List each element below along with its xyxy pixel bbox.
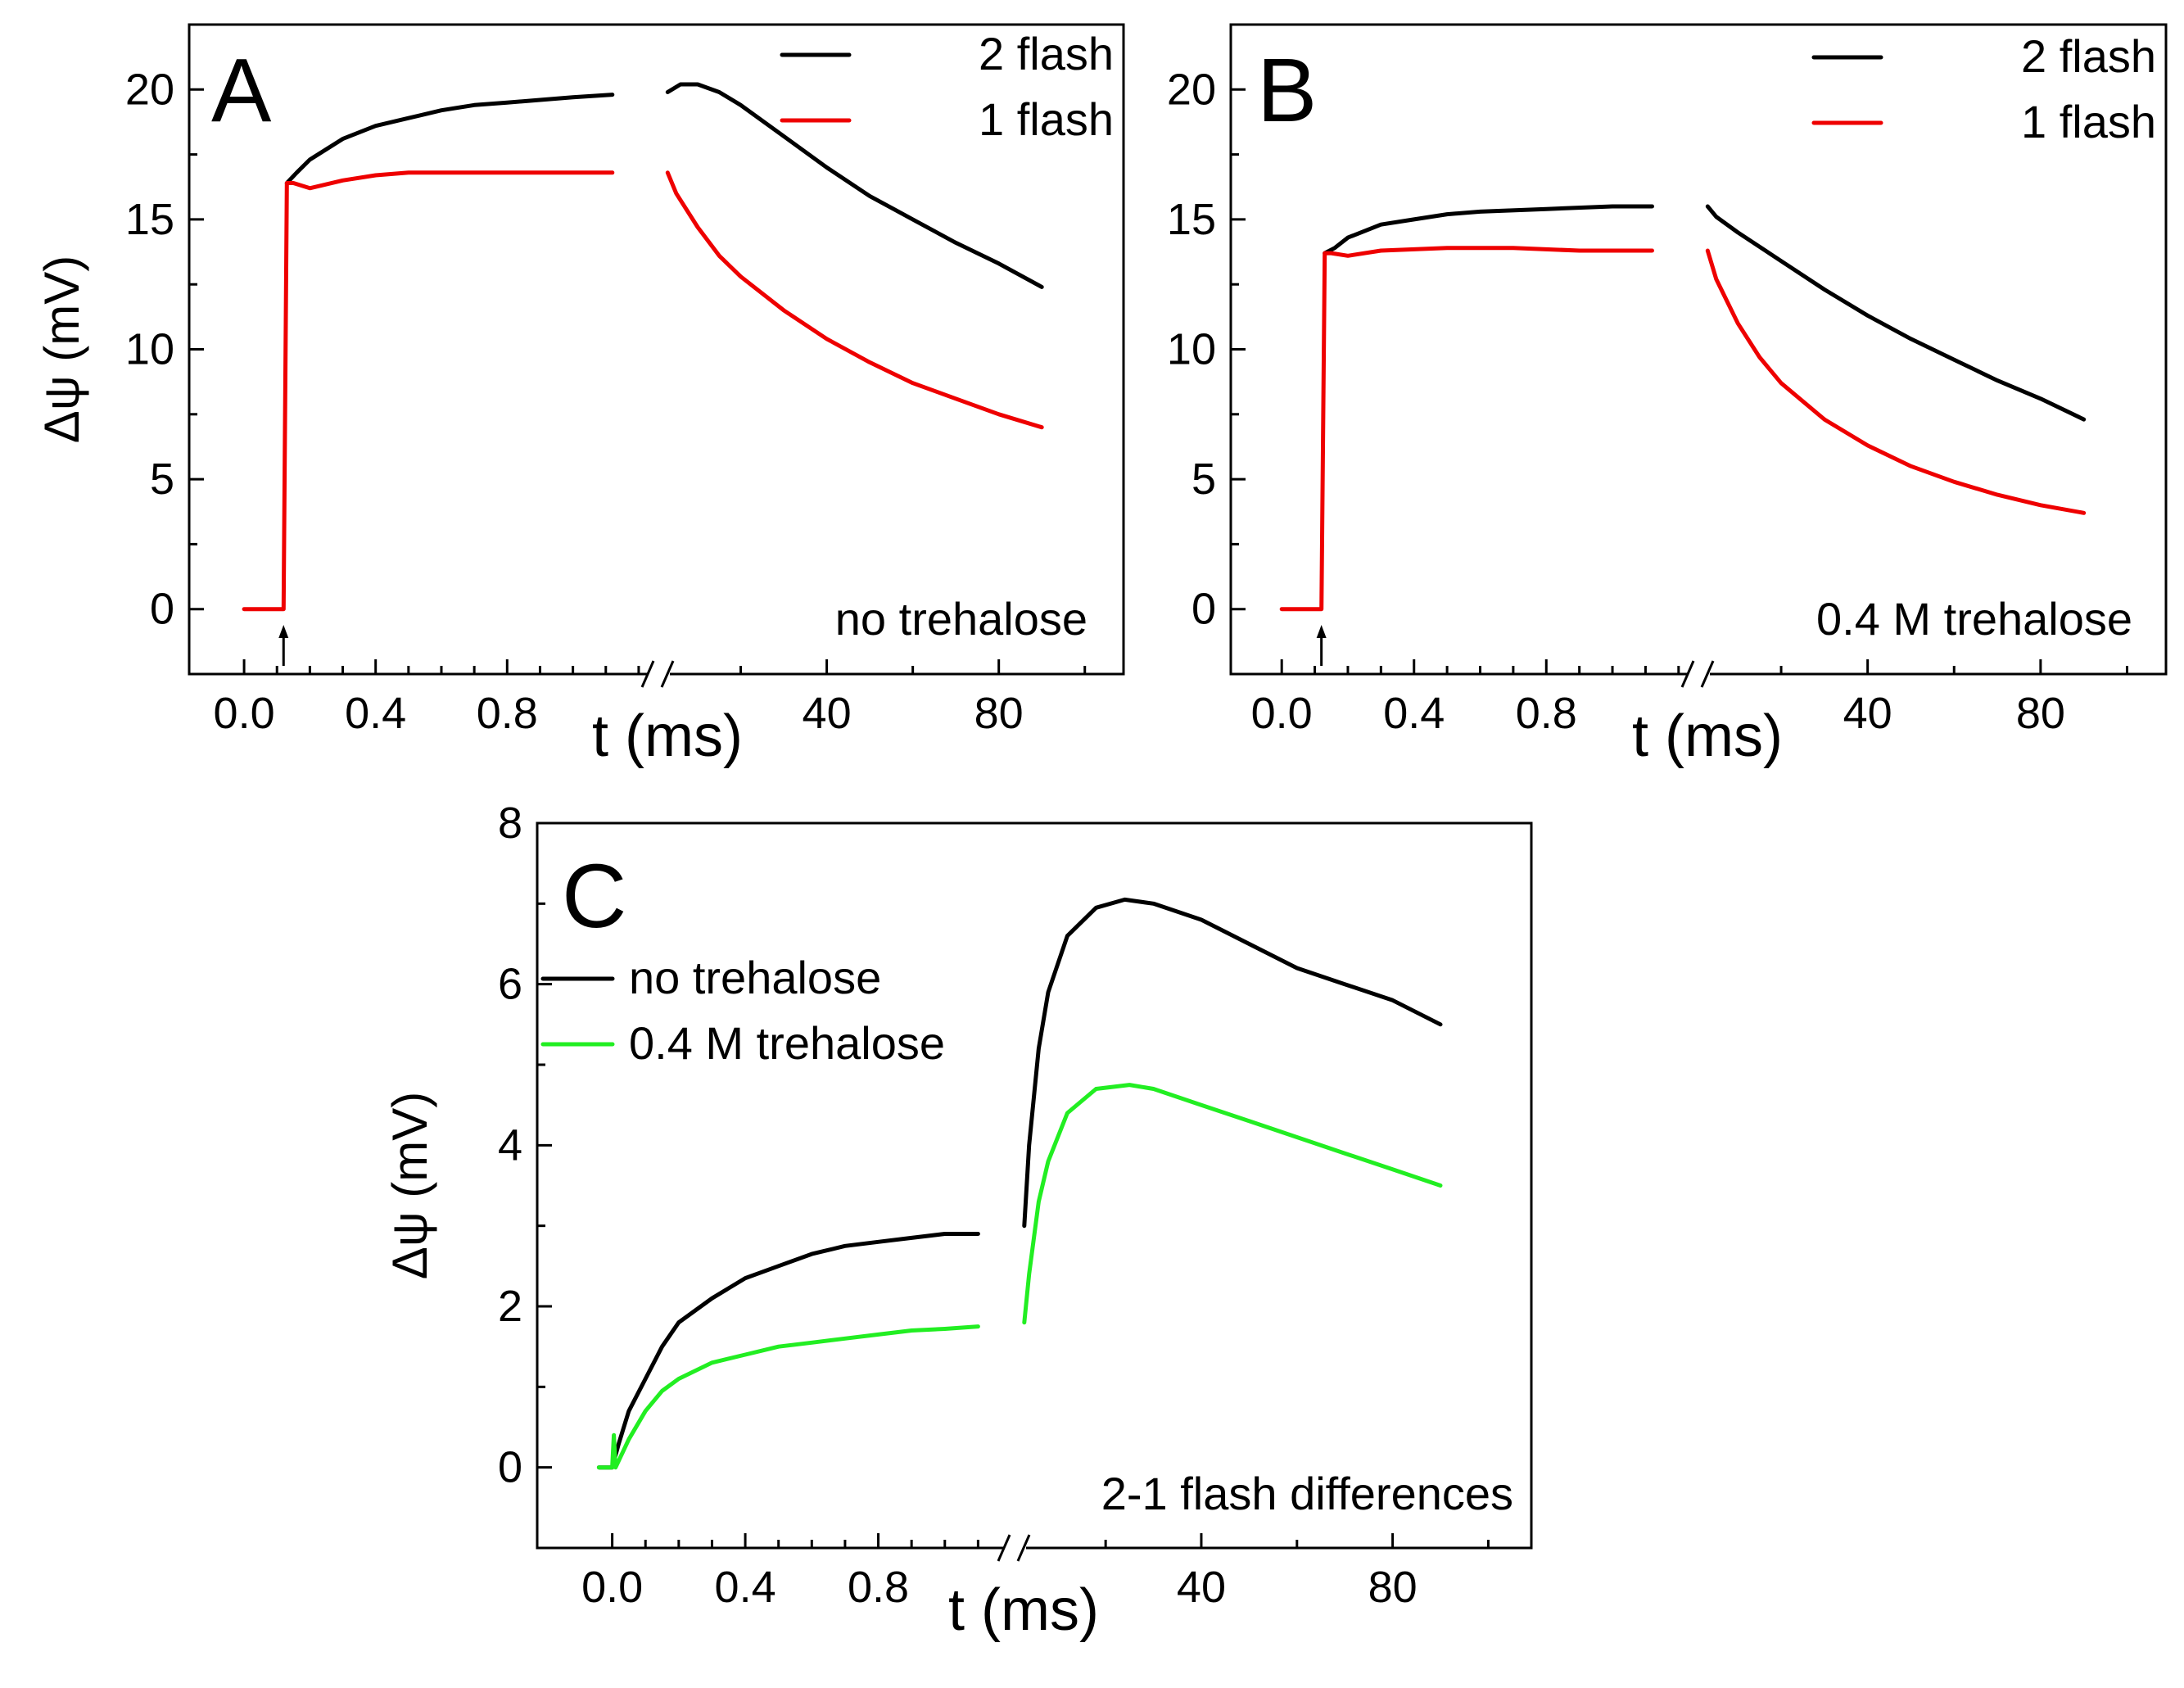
y-tick-label: 10 [1167,325,1216,374]
x-tick-label: 0.8 [848,1563,909,1612]
panel-c: 0 2 4 6 8 0.0 0.4 0.8 40 80 t (ms) Δψ (mV) C 2-1 flas… [382,799,1533,1643]
y-tick-label: 20 [125,65,174,114]
panel-letter: B [1257,40,1317,141]
legend-label: 1 flash [2021,96,2156,147]
plot-frame [188,23,1125,676]
x-tick-label: 40 [803,689,852,738]
y-tick-label: 5 [150,455,174,504]
x-tick-label: 0.0 [214,689,275,738]
y-tick-label: 6 [498,960,522,1009]
panel-letter: A [211,40,272,141]
panel-b: 0 5 10 15 20 0.0 0.4 0.8 40 80 t (ms) B 0.4 M trehal… [1167,23,2168,769]
y-tick-label: 2 [498,1282,522,1331]
series-line-2-flash-left [1323,204,1654,256]
y-axis-label: Δψ (mV) [34,256,89,443]
legend-label: 1 flash [979,93,1114,145]
y-tick-label: 0 [498,1443,522,1492]
x-tick-label: 80 [1368,1563,1418,1612]
x-axis-label: t (ms) [592,704,743,769]
panel-annotation: no trehalose [835,593,1087,645]
legend-label: 2 flash [2021,30,2156,82]
x-tick-label: 0.4 [715,1563,776,1612]
y-axis-label: Δψ (mV) [382,1092,437,1279]
panel-a: 0 5 10 15 20 0.0 0.4 0.8 40 80 t (ms) Δψ (mV) Ano tr… [34,23,1125,769]
x-tick-label: 0.4 [345,689,406,738]
y-tick-label: 10 [125,325,174,374]
series-line-0-4-m-trehalose-left [596,1324,980,1470]
y-tick-label: 4 [498,1120,522,1170]
series-line-1-flash-right [665,170,1044,430]
axis-break-mark [997,1534,1011,1562]
y-tick-label: 5 [1191,455,1216,504]
x-tick-label: 0.0 [581,1563,643,1612]
axis-break-mark [1680,660,1695,688]
series-line-no-trehalose-right [1022,897,1443,1229]
plot-frame [1229,23,2168,676]
x-tick-label: 40 [1843,689,1892,738]
axis-break-mark [1016,1534,1031,1562]
series-line-0-4-m-trehalose-right [1022,1083,1443,1325]
axis-break-mark [660,660,675,688]
series-line-2-flash-left [284,93,615,185]
axis-break-mark [1700,660,1715,688]
y-tick-label: 8 [498,799,522,848]
y-tick-label: 0 [1191,585,1216,634]
plot-frame [536,821,1533,1550]
series-line-1-flash-left [242,170,615,612]
series-line-2-flash-right [1705,204,2087,422]
y-tick-label: 15 [125,195,174,244]
series-line-1-flash-right [1705,248,2087,515]
y-tick-label: 0 [150,585,174,634]
x-tick-label: 40 [1177,1563,1226,1612]
x-axis-label: t (ms) [948,1577,1099,1643]
y-tick-label: 20 [1167,65,1216,114]
panel-letter: C [562,846,626,947]
panel-annotation: 2-1 flash differences [1101,1468,1513,1519]
legend-label: 2 flash [979,28,1114,79]
x-tick-label: 0.8 [477,689,538,738]
y-tick-label: 15 [1167,195,1216,244]
x-tick-label: 80 [2016,689,2065,738]
series-line-1-flash-left [1279,246,1654,612]
flash-arrow-head [278,625,289,638]
x-tick-label: 80 [974,689,1024,738]
panel-annotation: 0.4 M trehalose [1816,593,2132,645]
legend-label: no trehalose [629,952,881,1003]
x-tick-label: 0.8 [1516,689,1577,738]
x-tick-label: 0.0 [1251,689,1313,738]
axis-break-mark [640,660,655,688]
flash-arrow-head [1316,625,1327,638]
series-line-no-trehalose-left [596,1232,980,1470]
x-tick-label: 0.4 [1383,689,1445,738]
legend-label: 0.4 M trehalose [629,1017,945,1069]
series-line-2-flash-right [665,82,1044,289]
x-axis-label: t (ms) [1632,704,1783,769]
